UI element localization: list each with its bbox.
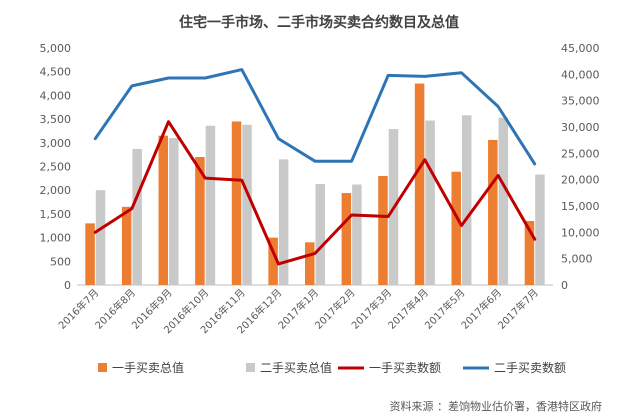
chart-title: 住宅一手市场、二手市场买卖合约数目及总值 <box>179 14 459 31</box>
bars <box>85 83 545 286</box>
legend-label: 二手买卖数额 <box>494 360 566 375</box>
left-tick-label: 3,500 <box>40 113 72 126</box>
right-tick-label: 15,000 <box>561 200 600 213</box>
bar-primary-value <box>158 135 169 285</box>
right-tick-label: 0 <box>561 279 568 292</box>
bar-primary-value <box>341 193 352 285</box>
right-tick-label: 30,000 <box>561 121 600 134</box>
bar-primary-value <box>378 175 388 285</box>
bar-secondary-value <box>425 120 435 285</box>
legend-label: 一手买卖总值 <box>112 360 184 375</box>
series-lines <box>93 68 537 266</box>
legend-swatch <box>246 363 255 372</box>
left-tick-label: 1,500 <box>40 208 72 221</box>
right-tick-label: 25,000 <box>561 147 600 160</box>
legend: 一手买卖总值 二手买卖总值 一手买卖数额 二手买卖数额 <box>98 360 566 375</box>
left-tick-label: 0 <box>64 279 71 292</box>
bar-secondary-value <box>242 124 252 286</box>
bar-primary-value <box>231 121 242 285</box>
left-tick-label: 2,500 <box>40 161 72 174</box>
left-tick-label: 1,000 <box>40 232 72 245</box>
right-tick-label: 35,000 <box>561 95 600 108</box>
bar-primary-value <box>488 139 498 285</box>
bar-secondary-value <box>169 138 179 285</box>
bar-secondary-value <box>315 184 325 285</box>
bar-primary-value <box>85 223 95 285</box>
legend-label: 一手买卖数额 <box>369 360 441 375</box>
bar-primary-value <box>268 237 278 285</box>
line-secondary-count <box>93 68 537 166</box>
bar-secondary-value <box>352 184 362 285</box>
left-tick-label: 4,000 <box>40 89 72 102</box>
line-primary-count <box>93 120 537 266</box>
legend-swatch <box>98 363 107 372</box>
bar-primary-value <box>451 171 461 285</box>
source-note: 资料来源 ：差饷物业估价署，香港特区政府 <box>390 399 603 413</box>
right-tick-label: 40,000 <box>561 68 600 81</box>
left-tick-label: 500 <box>50 255 71 268</box>
bar-secondary-value <box>461 115 472 285</box>
left-tick-label: 3,000 <box>40 137 72 150</box>
right-tick-label: 45,000 <box>561 42 600 55</box>
right-tick-label: 10,000 <box>561 226 600 239</box>
left-tick-label: 5,000 <box>40 42 72 55</box>
bar-secondary-value <box>278 159 289 285</box>
right-tick-label: 20,000 <box>561 174 600 187</box>
bar-secondary-value <box>535 174 545 285</box>
bar-secondary-value <box>95 190 106 285</box>
bar-primary-value <box>414 83 425 285</box>
bar-primary-value <box>524 221 535 285</box>
bar-primary-value <box>305 242 315 285</box>
right-tick-label: 5,000 <box>561 253 593 266</box>
bar-secondary-value <box>205 125 216 286</box>
legend-label: 二手买卖总值 <box>260 360 332 375</box>
left-tick-label: 4,500 <box>40 66 72 79</box>
bar-primary-value <box>121 206 132 285</box>
left-tick-label: 2,000 <box>40 184 72 197</box>
bar-primary-value <box>195 157 205 285</box>
bar-secondary-value <box>498 117 509 285</box>
bar-secondary-value <box>132 148 142 285</box>
